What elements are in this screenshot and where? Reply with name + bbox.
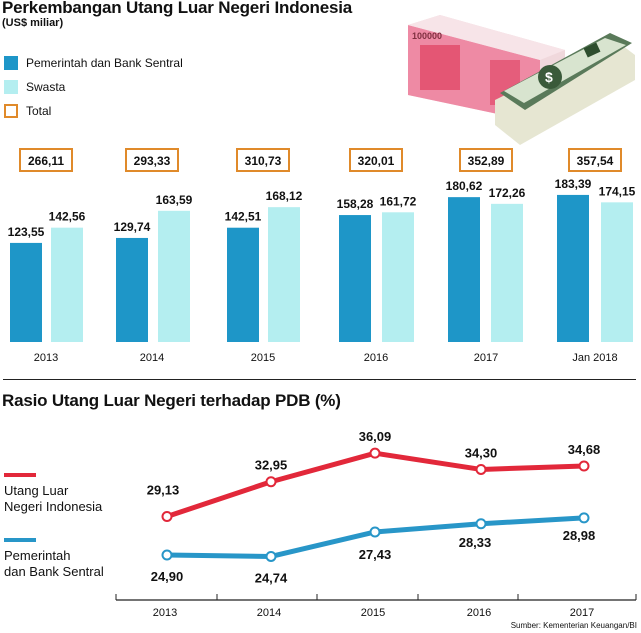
data-point: [578, 512, 590, 524]
data-label: 32,95: [255, 458, 288, 473]
total-box: [459, 148, 513, 172]
x-tick-label: 2013: [153, 607, 177, 619]
data-point: [161, 549, 173, 561]
money-stack-illustration: 100000 $: [408, 15, 635, 145]
data-label: 28,98: [563, 528, 596, 543]
bar-private-2015: [268, 207, 300, 342]
total-label: 320,01: [358, 154, 395, 168]
bar-gov-2017: [448, 197, 480, 342]
x-tick-label: 2014: [140, 352, 164, 364]
legend-swatch-total: [4, 104, 18, 118]
line-legend-red: Utang Luar Negeri Indonesia: [4, 473, 102, 515]
legend-line-red: [4, 473, 36, 477]
data-label: 24,74: [255, 570, 288, 585]
bar-label-gov: 129,74: [114, 220, 151, 234]
bar-label-gov: 180,62: [446, 179, 483, 193]
bar-gov-2013: [10, 242, 42, 342]
series-line-total-ratio: [166, 450, 585, 519]
total-label: 293,33: [134, 154, 171, 168]
bar-gov-2016: [339, 215, 371, 342]
line-legend-blue: Pemerintah dan Bank Sentral: [4, 538, 104, 580]
data-point: [265, 550, 277, 562]
data-label: 27,43: [359, 547, 392, 562]
svg-text:$: $: [545, 69, 553, 85]
legend-swatch-gov: [4, 56, 18, 70]
chart-title: Perkembangan Utang Luar Negeri Indonesia: [2, 0, 353, 17]
data-point: [369, 447, 381, 459]
x-tick-label: 2016: [467, 607, 491, 619]
legend-label-private: Swasta: [26, 80, 66, 94]
data-label: 34,68: [568, 442, 601, 457]
bar-chart: 123,55 142,56 2013 266,11 129,74 163,59 2014 29…: [8, 148, 636, 364]
x-tick-label: 2015: [361, 607, 385, 619]
x-tick-label: 2015: [251, 352, 275, 364]
bar-gov-Jan-2018: [557, 194, 589, 342]
total-box: [568, 148, 622, 172]
total-label: 266,11: [28, 154, 64, 168]
bar-private-2014: [158, 210, 190, 342]
data-label: 28,33: [459, 535, 492, 550]
bar-label-private: 142,56: [49, 210, 86, 224]
x-tick-label: 2016: [364, 352, 388, 364]
data-point: [475, 518, 487, 530]
data-point: [265, 476, 277, 488]
bar-private-2017: [491, 203, 523, 342]
bar-label-private: 168,12: [266, 189, 303, 203]
total-box: [236, 148, 290, 172]
legend-item-total: Total: [4, 104, 51, 118]
x-tick-label: 2013: [34, 352, 58, 364]
legend-label-blue-2: dan Bank Sentral: [4, 564, 104, 579]
bar-label-gov: 183,39: [555, 177, 592, 191]
bar-gov-2014: [116, 237, 148, 342]
data-point: [475, 463, 487, 475]
bar-label-private: 172,26: [489, 186, 526, 200]
bar-label-private: 174,15: [599, 184, 636, 198]
legend-label-red-2: Negeri Indonesia: [4, 499, 103, 514]
bar-label-gov: 142,51: [225, 210, 262, 224]
x-tick-label: Jan 2018: [572, 352, 617, 364]
total-label: 310,73: [245, 154, 282, 168]
bar-label-gov: 123,55: [8, 225, 45, 239]
data-point: [161, 511, 173, 523]
section-divider: [3, 379, 636, 380]
legend-label-total: Total: [26, 104, 52, 118]
legend-label-red-1: Utang Luar: [4, 483, 69, 498]
legend-label-blue-1: Pemerintah: [4, 548, 71, 563]
line-chart-title: Rasio Utang Luar Negeri terhadap PDB (%): [2, 391, 341, 410]
data-label: 36,09: [359, 429, 392, 444]
legend-item-private: Swasta: [4, 80, 65, 94]
data-label: 24,90: [151, 569, 184, 584]
total-box: [125, 148, 179, 172]
bar-label-private: 161,72: [380, 194, 417, 208]
bar-label-gov: 158,28: [337, 197, 374, 211]
bar-private-2013: [51, 227, 83, 342]
x-tick-label: 2017: [474, 352, 498, 364]
data-point: [369, 526, 381, 538]
bar-label-private: 163,59: [156, 193, 193, 207]
data-point: [578, 460, 590, 472]
total-label: 357,54: [577, 154, 614, 168]
total-box: [19, 148, 73, 172]
total-label: 352,89: [468, 154, 505, 168]
bar-gov-2015: [227, 227, 259, 342]
x-tick-label: 2017: [570, 607, 594, 619]
rupiah-note-text: 100000: [412, 31, 442, 41]
data-label: 34,30: [465, 445, 498, 460]
x-tick-label: 2014: [257, 607, 281, 619]
bar-private-Jan-2018: [601, 202, 633, 342]
bar-private-2016: [382, 212, 414, 342]
legend-item-gov: Pemerintah dan Bank Sentral: [4, 56, 183, 70]
series-line-gov-ratio: [166, 515, 585, 559]
source-note: Sumber: Kementerian Keuangan/BI: [510, 621, 637, 630]
total-box: [349, 148, 403, 172]
dollar-bundle-icon: $: [495, 33, 635, 145]
legend-label-gov: Pemerintah dan Bank Sentral: [26, 56, 183, 70]
chart-subtitle: (US$ miliar): [2, 17, 64, 29]
legend-line-blue: [4, 538, 36, 542]
legend-swatch-private: [4, 80, 18, 94]
data-label: 29,13: [147, 483, 180, 498]
